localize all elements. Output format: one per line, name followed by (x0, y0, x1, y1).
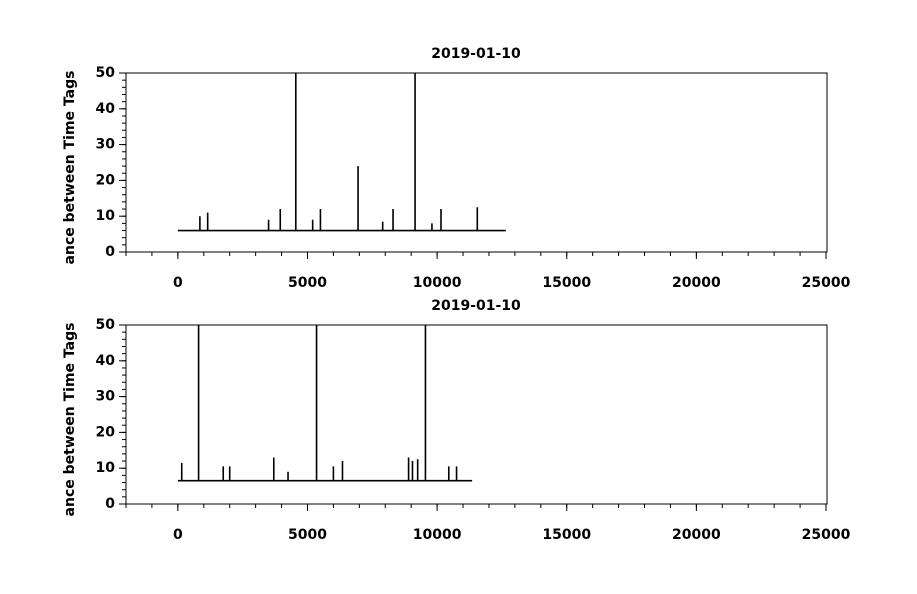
chart-title: 2019-01-10 (431, 298, 521, 314)
y-axis-label: ance between Time Tags (62, 323, 78, 517)
plot-frame (125, 72, 828, 253)
x-tick-label: 15000 (542, 275, 591, 291)
y-tick-label: 20 (96, 172, 116, 188)
y-tick-label: 0 (105, 244, 115, 260)
chart-title: 2019-01-10 (431, 46, 521, 62)
y-tick-label: 20 (96, 424, 116, 440)
x-tick-label: 15000 (542, 527, 591, 543)
y-tick-label: 50 (96, 317, 116, 333)
x-tick-label: 0 (173, 527, 183, 543)
x-tick-label: 0 (173, 275, 183, 291)
y-tick-label: 10 (96, 460, 116, 476)
y-tick-label: 40 (96, 353, 116, 369)
y-tick-label: 10 (96, 208, 116, 224)
y-axis-label: ance between Time Tags (62, 71, 78, 265)
plot-frame (125, 324, 828, 505)
x-tick-label: 10000 (413, 527, 462, 543)
y-tick-label: 30 (96, 137, 116, 153)
y-tick-label: 0 (105, 496, 115, 512)
x-tick-label: 20000 (672, 527, 721, 543)
y-tick-label: 50 (96, 65, 116, 81)
x-tick-label: 20000 (672, 275, 721, 291)
data-line (177, 325, 473, 482)
x-tick-label: 25000 (802, 275, 851, 291)
x-tick-label: 25000 (802, 527, 851, 543)
y-tick-label: 40 (96, 101, 116, 117)
x-tick-label: 5000 (288, 275, 327, 291)
x-tick-label: 5000 (288, 527, 327, 543)
x-tick-label: 10000 (413, 275, 462, 291)
y-tick-label: 30 (96, 389, 116, 405)
data-line (177, 73, 506, 232)
